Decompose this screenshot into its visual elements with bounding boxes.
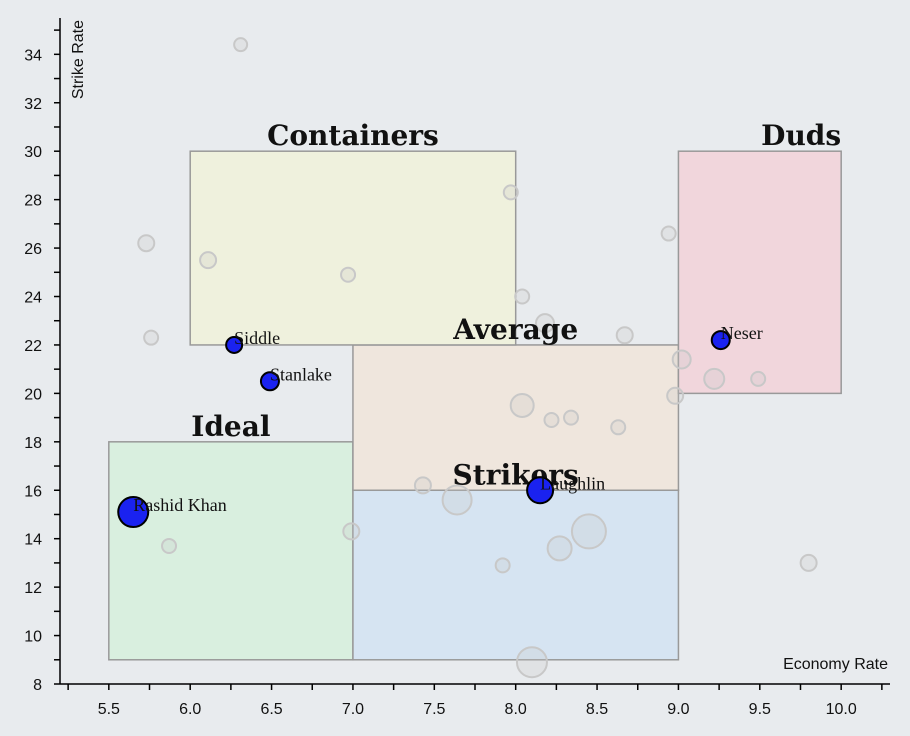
- background-point: [671, 349, 692, 370]
- player-point-stanlake: [259, 371, 280, 392]
- x-tick-label: 7.5: [423, 701, 445, 718]
- x-tick-label: 8.5: [586, 701, 608, 718]
- y-tick-label: 28: [24, 193, 42, 210]
- background-point: [534, 313, 555, 334]
- x-tick-label: 5.5: [98, 701, 120, 718]
- background-point: [502, 184, 519, 201]
- x-tick-label: 8.0: [505, 701, 527, 718]
- x-tick-label: 6.5: [260, 701, 282, 718]
- y-tick-label: 20: [24, 386, 42, 403]
- x-tick-label: 9.0: [667, 701, 689, 718]
- zone-label-average: Average: [452, 313, 578, 346]
- background-point: [494, 557, 511, 574]
- highlighted-points-layer: Rashid Khan Siddle Stanlake Laughlin Neser: [117, 323, 763, 529]
- y-tick-label: 34: [24, 47, 42, 64]
- y-tick-label: 24: [24, 290, 42, 307]
- x-tick-label: 10.0: [826, 701, 857, 718]
- background-point: [413, 476, 432, 495]
- background-point: [570, 513, 607, 550]
- background-point: [199, 251, 218, 270]
- background-point: [563, 409, 580, 426]
- y-tick-label: 26: [24, 241, 42, 258]
- zone-label-strikers: Strikers: [453, 458, 579, 491]
- background-point: [233, 37, 249, 53]
- background-point: [340, 266, 357, 283]
- y-tick-label: 22: [24, 338, 42, 355]
- player-point-siddle: [225, 335, 244, 354]
- background-point: [615, 326, 634, 345]
- y-axis-title: Strike Rate: [70, 20, 87, 99]
- y-tick-label: 18: [24, 435, 42, 452]
- background-point: [546, 535, 573, 562]
- x-axis-title: Economy Rate: [783, 656, 888, 673]
- background-point: [342, 522, 361, 541]
- player-label-laughlin: Laughlin: [540, 473, 605, 493]
- background-point: [161, 537, 178, 554]
- zone-duds-rect: [677, 150, 842, 395]
- y-tick-label: 12: [24, 580, 42, 597]
- player-label-stanlake: Stanlake: [270, 364, 332, 384]
- x-tick-label: 7.0: [342, 701, 364, 718]
- player-point-rashid-khan: [117, 496, 150, 529]
- background-points-layer: [137, 37, 818, 679]
- zone-label-containers: Containers: [267, 119, 439, 152]
- background-point: [543, 412, 560, 429]
- background-point: [137, 234, 156, 253]
- background-point: [799, 553, 818, 572]
- zone-label-duds: Duds: [761, 119, 841, 152]
- background-point: [514, 288, 531, 305]
- player-point-laughlin: [526, 476, 555, 505]
- y-tick-label: 16: [24, 483, 42, 500]
- y-tick-label: 10: [24, 629, 42, 646]
- player-label-siddle: Siddle: [234, 328, 280, 348]
- axes-layer: 5.5 6.0 6.5 7.0 7.5 8.0 8.5 9.0 9.5 10.0 8 10 12 14 1…: [24, 18, 890, 718]
- x-tick-label: 6.0: [179, 701, 201, 718]
- background-point: [703, 367, 726, 390]
- x-tick-label: 9.5: [749, 701, 771, 718]
- background-point: [750, 370, 767, 387]
- y-axis-ticks: 8 10 12 14 16 18 20 22 24 26 28 30 32 34: [24, 29, 60, 694]
- zone-labels-layer: Ideal Strikers Average Containers Duds: [191, 119, 841, 491]
- player-point-neser: [710, 330, 731, 351]
- zone-ideal-rect: [108, 441, 354, 661]
- y-tick-label: 14: [24, 532, 42, 549]
- background-point: [441, 484, 473, 516]
- y-tick-label: 8: [33, 677, 42, 694]
- player-label-neser: Neser: [721, 323, 763, 343]
- zone-containers-rect: [189, 150, 517, 346]
- x-axis-ticks: 5.5 6.0 6.5 7.0 7.5 8.0 8.5 9.0 9.5 10.0: [67, 684, 883, 718]
- background-point: [660, 225, 677, 242]
- zone-label-ideal: Ideal: [191, 410, 270, 443]
- y-tick-label: 32: [24, 96, 42, 113]
- background-point: [509, 392, 535, 418]
- background-point: [515, 646, 548, 679]
- y-tick-label: 30: [24, 144, 42, 161]
- zones-layer: [108, 150, 842, 661]
- background-point: [610, 419, 627, 436]
- zone-average-rect: [352, 344, 680, 492]
- player-label-rashid-khan: Rashid Khan: [133, 495, 227, 515]
- background-point: [143, 329, 160, 346]
- zone-strikers-rect: [352, 489, 680, 661]
- background-point: [666, 386, 685, 405]
